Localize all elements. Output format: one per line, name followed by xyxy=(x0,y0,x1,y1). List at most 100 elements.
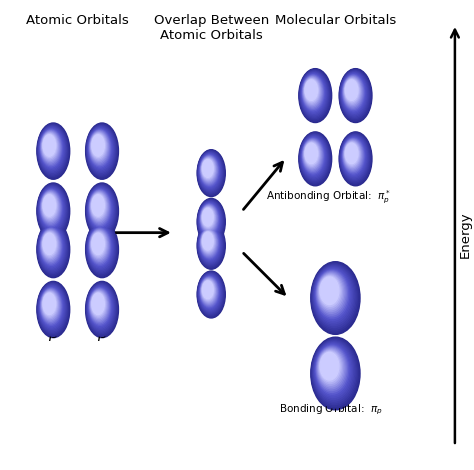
Ellipse shape xyxy=(316,270,349,319)
Ellipse shape xyxy=(198,151,223,193)
Ellipse shape xyxy=(37,221,70,278)
Ellipse shape xyxy=(319,350,343,385)
Ellipse shape xyxy=(201,228,218,258)
Ellipse shape xyxy=(201,279,216,303)
Ellipse shape xyxy=(43,134,56,157)
Ellipse shape xyxy=(341,135,368,179)
Ellipse shape xyxy=(87,185,116,235)
Ellipse shape xyxy=(38,224,66,272)
Ellipse shape xyxy=(199,226,221,262)
Ellipse shape xyxy=(305,80,318,101)
Ellipse shape xyxy=(299,132,332,186)
Ellipse shape xyxy=(40,227,62,266)
Ellipse shape xyxy=(202,232,213,250)
Ellipse shape xyxy=(314,266,354,326)
Ellipse shape xyxy=(197,198,225,245)
Ellipse shape xyxy=(90,289,109,323)
Ellipse shape xyxy=(40,227,63,267)
Ellipse shape xyxy=(86,223,117,275)
Ellipse shape xyxy=(91,194,105,218)
Ellipse shape xyxy=(345,78,359,103)
Ellipse shape xyxy=(41,191,60,223)
Ellipse shape xyxy=(88,226,113,269)
Ellipse shape xyxy=(345,142,359,166)
Ellipse shape xyxy=(90,131,109,164)
Ellipse shape xyxy=(305,142,319,165)
Ellipse shape xyxy=(199,274,221,311)
Ellipse shape xyxy=(199,274,222,312)
Ellipse shape xyxy=(40,129,63,168)
Ellipse shape xyxy=(42,292,57,317)
Ellipse shape xyxy=(202,231,215,252)
Ellipse shape xyxy=(315,344,351,398)
Ellipse shape xyxy=(199,152,222,192)
Ellipse shape xyxy=(86,282,118,337)
Ellipse shape xyxy=(299,69,332,123)
Ellipse shape xyxy=(199,202,221,239)
Ellipse shape xyxy=(90,131,109,163)
Ellipse shape xyxy=(340,133,370,183)
Ellipse shape xyxy=(315,345,350,396)
Ellipse shape xyxy=(38,186,66,234)
Ellipse shape xyxy=(202,208,213,226)
Ellipse shape xyxy=(198,151,224,194)
Ellipse shape xyxy=(303,140,322,170)
Ellipse shape xyxy=(302,139,323,173)
Ellipse shape xyxy=(41,131,60,163)
Ellipse shape xyxy=(37,282,70,337)
Ellipse shape xyxy=(202,280,215,301)
Ellipse shape xyxy=(341,134,369,180)
Ellipse shape xyxy=(200,227,220,261)
Ellipse shape xyxy=(202,232,214,251)
Ellipse shape xyxy=(91,193,107,220)
Ellipse shape xyxy=(88,126,114,172)
Ellipse shape xyxy=(87,284,115,332)
Ellipse shape xyxy=(344,78,360,104)
Ellipse shape xyxy=(92,293,104,314)
Ellipse shape xyxy=(339,69,371,121)
Ellipse shape xyxy=(339,69,372,123)
Ellipse shape xyxy=(200,155,219,187)
Ellipse shape xyxy=(302,137,325,175)
Ellipse shape xyxy=(41,190,62,226)
Ellipse shape xyxy=(301,73,326,113)
Ellipse shape xyxy=(89,188,112,228)
Ellipse shape xyxy=(312,265,356,329)
Ellipse shape xyxy=(89,288,110,324)
Ellipse shape xyxy=(37,125,68,177)
Ellipse shape xyxy=(42,132,59,162)
Ellipse shape xyxy=(318,349,344,387)
Ellipse shape xyxy=(87,224,116,274)
Ellipse shape xyxy=(40,287,63,327)
Ellipse shape xyxy=(201,205,217,232)
Ellipse shape xyxy=(39,286,64,328)
Ellipse shape xyxy=(200,227,219,260)
Ellipse shape xyxy=(197,222,225,269)
Ellipse shape xyxy=(92,135,104,156)
Ellipse shape xyxy=(199,201,222,241)
Ellipse shape xyxy=(305,143,318,164)
Ellipse shape xyxy=(302,138,324,174)
Ellipse shape xyxy=(41,229,61,263)
Ellipse shape xyxy=(344,77,361,106)
Ellipse shape xyxy=(340,70,370,120)
Ellipse shape xyxy=(37,184,69,238)
Ellipse shape xyxy=(300,70,329,118)
Ellipse shape xyxy=(42,232,57,257)
Ellipse shape xyxy=(198,150,225,196)
Ellipse shape xyxy=(39,128,64,170)
Text: Atomic Orbitals: Atomic Orbitals xyxy=(26,14,129,27)
Ellipse shape xyxy=(202,281,213,299)
Ellipse shape xyxy=(201,230,215,253)
Ellipse shape xyxy=(200,154,220,188)
Ellipse shape xyxy=(201,229,218,257)
Ellipse shape xyxy=(86,282,118,336)
Ellipse shape xyxy=(88,127,113,171)
Ellipse shape xyxy=(304,141,321,169)
Ellipse shape xyxy=(40,288,62,325)
Ellipse shape xyxy=(91,291,107,319)
Ellipse shape xyxy=(301,137,326,177)
Ellipse shape xyxy=(345,142,359,165)
Ellipse shape xyxy=(87,186,115,234)
Ellipse shape xyxy=(42,192,59,221)
